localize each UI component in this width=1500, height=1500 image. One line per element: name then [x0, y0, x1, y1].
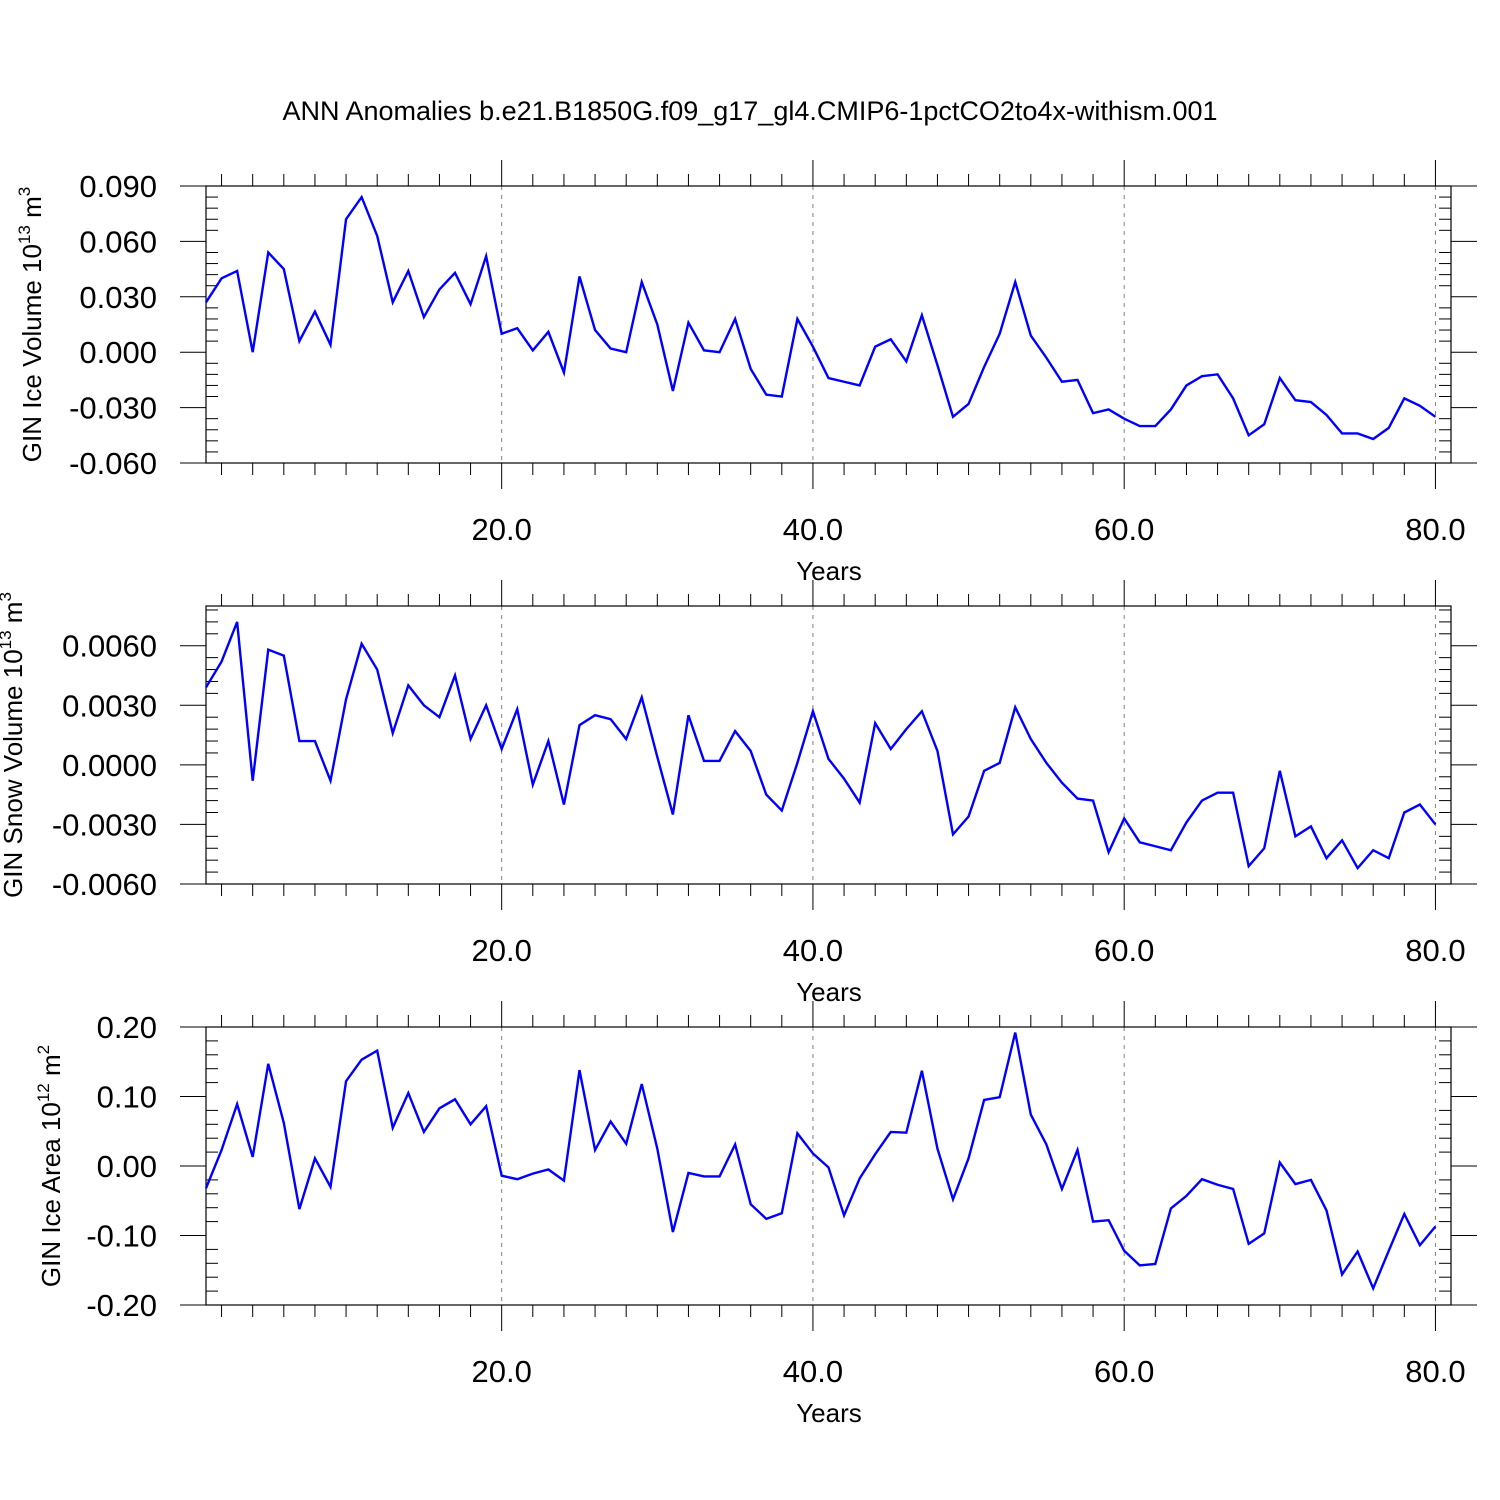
x-tick-label: 40.0: [783, 1354, 843, 1389]
y-axis-title: GIN Ice Volume 1013 m3: [15, 187, 47, 463]
y-tick-label: 0.0030: [62, 688, 157, 723]
plot-frame: [205, 185, 1452, 464]
y-axis-title: GIN Ice Area 1012 m2: [34, 1045, 66, 1287]
x-tick-label: 60.0: [1094, 512, 1154, 547]
y-tick-label: 0.00: [97, 1149, 157, 1184]
x-tick-label: 80.0: [1405, 933, 1465, 968]
y-tick-label: 0.20: [97, 1010, 157, 1045]
x-tick-label: 20.0: [472, 933, 532, 968]
panel-snow-volume: 0.0060 0.0030 0.0000 -0.0030 -0.0060 20.0 40.0…: [0, 580, 1477, 1007]
series-line: [204, 621, 1437, 871]
x-axis-title: Years: [796, 556, 862, 586]
y-tick-label: 0.060: [79, 224, 157, 259]
x-tick-label: 40.0: [783, 512, 843, 547]
y-tick-label: 0.030: [79, 280, 157, 315]
y-tick-label: -0.0060: [52, 867, 157, 902]
y-tick-label: 0.0060: [62, 629, 157, 664]
panel-ice-volume: 0.090 0.060 0.030 0.000 -0.030 -0.060 20.0 40.0…: [15, 160, 1477, 586]
y-tick-label: -0.060: [69, 446, 157, 481]
series-line: [204, 194, 1437, 441]
series-line: [204, 1032, 1437, 1292]
x-tick-label: 60.0: [1094, 1354, 1154, 1389]
y-tick-label: -0.20: [86, 1288, 157, 1323]
x-axis-title: Years: [796, 1398, 862, 1428]
x-tick-label: 20.0: [472, 1354, 532, 1389]
plot-frame: [205, 605, 1452, 885]
y-tick-label: 0.10: [97, 1080, 157, 1115]
x-tick-label: 40.0: [783, 933, 843, 968]
y-tick-label: -0.030: [69, 391, 157, 426]
y-tick-label: -0.0030: [52, 807, 157, 842]
chart-title: ANN Anomalies b.e21.B1850G.f09_g17_gl4.C…: [282, 96, 1218, 126]
x-tick-label: 60.0: [1094, 933, 1154, 968]
y-tick-label: 0.090: [79, 169, 157, 204]
y-tick-label: 0.000: [79, 335, 157, 370]
y-axis-title: GIN Snow Volume 1013 m3: [0, 592, 28, 898]
x-tick-label: 80.0: [1405, 512, 1465, 547]
y-tick-label: -0.10: [86, 1219, 157, 1254]
y-tick-label: 0.0000: [62, 748, 157, 783]
x-tick-label: 80.0: [1405, 1354, 1465, 1389]
x-tick-label: 20.0: [472, 512, 532, 547]
x-axis-title: Years: [796, 977, 862, 1007]
panel-ice-area: 0.20 0.10 0.00 -0.10 -0.20 20.0 40.0 60.0 80.0 Ye…: [34, 1001, 1477, 1428]
